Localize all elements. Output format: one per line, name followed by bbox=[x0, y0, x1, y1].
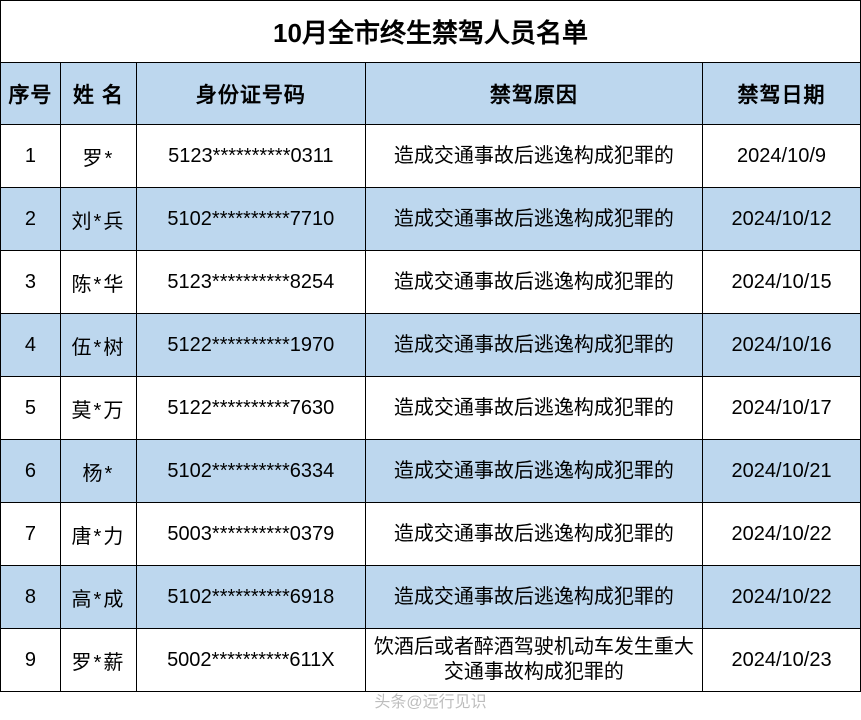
cell-date: 2024/10/23 bbox=[703, 629, 861, 692]
cell-date: 2024/10/9 bbox=[703, 125, 861, 188]
table-row: 3 陈*华 5123**********8254 造成交通事故后逃逸构成犯罪的 … bbox=[1, 251, 861, 314]
cell-seq: 9 bbox=[1, 629, 61, 692]
table-row: 9 罗*薪 5002**********611X 饮酒后或者醉酒驾驶机动车发生重… bbox=[1, 629, 861, 692]
cell-reason: 造成交通事故后逃逸构成犯罪的 bbox=[365, 566, 702, 629]
cell-date: 2024/10/21 bbox=[703, 440, 861, 503]
cell-reason: 造成交通事故后逃逸构成犯罪的 bbox=[365, 377, 702, 440]
col-header-name: 姓 名 bbox=[60, 63, 136, 125]
cell-id: 5123**********8254 bbox=[137, 251, 366, 314]
table-row: 4 伍*树 5122**********1970 造成交通事故后逃逸构成犯罪的 … bbox=[1, 314, 861, 377]
table-row: 1 罗* 5123**********0311 造成交通事故后逃逸构成犯罪的 2… bbox=[1, 125, 861, 188]
cell-reason: 造成交通事故后逃逸构成犯罪的 bbox=[365, 503, 702, 566]
cell-date: 2024/10/16 bbox=[703, 314, 861, 377]
ban-list-table: 10月全市终生禁驾人员名单 序号 姓 名 身份证号码 禁驾原因 禁驾日期 1 罗… bbox=[0, 0, 861, 692]
cell-id: 5123**********0311 bbox=[137, 125, 366, 188]
cell-date: 2024/10/15 bbox=[703, 251, 861, 314]
cell-name: 陈*华 bbox=[60, 251, 136, 314]
cell-seq: 1 bbox=[1, 125, 61, 188]
cell-name: 莫*万 bbox=[60, 377, 136, 440]
header-row: 序号 姓 名 身份证号码 禁驾原因 禁驾日期 bbox=[1, 63, 861, 125]
cell-date: 2024/10/22 bbox=[703, 503, 861, 566]
cell-seq: 2 bbox=[1, 188, 61, 251]
col-header-reason: 禁驾原因 bbox=[365, 63, 702, 125]
table-container: 10月全市终生禁驾人员名单 序号 姓 名 身份证号码 禁驾原因 禁驾日期 1 罗… bbox=[0, 0, 861, 692]
cell-id: 5002**********611X bbox=[137, 629, 366, 692]
cell-name: 罗* bbox=[60, 125, 136, 188]
table-row: 2 刘*兵 5102**********7710 造成交通事故后逃逸构成犯罪的 … bbox=[1, 188, 861, 251]
col-header-seq: 序号 bbox=[1, 63, 61, 125]
table-row: 8 高*成 5102**********6918 造成交通事故后逃逸构成犯罪的 … bbox=[1, 566, 861, 629]
cell-date: 2024/10/17 bbox=[703, 377, 861, 440]
cell-id: 5122**********1970 bbox=[137, 314, 366, 377]
title-row: 10月全市终生禁驾人员名单 bbox=[1, 1, 861, 63]
table-row: 7 唐*力 5003**********0379 造成交通事故后逃逸构成犯罪的 … bbox=[1, 503, 861, 566]
cell-name: 高*成 bbox=[60, 566, 136, 629]
cell-id: 5003**********0379 bbox=[137, 503, 366, 566]
table-row: 5 莫*万 5122**********7630 造成交通事故后逃逸构成犯罪的 … bbox=[1, 377, 861, 440]
cell-id: 5122**********7630 bbox=[137, 377, 366, 440]
cell-date: 2024/10/22 bbox=[703, 566, 861, 629]
cell-seq: 5 bbox=[1, 377, 61, 440]
cell-name: 杨* bbox=[60, 440, 136, 503]
col-header-date: 禁驾日期 bbox=[703, 63, 861, 125]
table-body: 1 罗* 5123**********0311 造成交通事故后逃逸构成犯罪的 2… bbox=[1, 125, 861, 692]
cell-name: 伍*树 bbox=[60, 314, 136, 377]
cell-reason: 造成交通事故后逃逸构成犯罪的 bbox=[365, 251, 702, 314]
cell-seq: 8 bbox=[1, 566, 61, 629]
cell-name: 罗*薪 bbox=[60, 629, 136, 692]
cell-seq: 4 bbox=[1, 314, 61, 377]
cell-name: 唐*力 bbox=[60, 503, 136, 566]
cell-reason: 造成交通事故后逃逸构成犯罪的 bbox=[365, 314, 702, 377]
cell-id: 5102**********7710 bbox=[137, 188, 366, 251]
cell-name: 刘*兵 bbox=[60, 188, 136, 251]
cell-date: 2024/10/12 bbox=[703, 188, 861, 251]
cell-reason: 饮酒后或者醉酒驾驶机动车发生重大交通事故构成犯罪的 bbox=[365, 629, 702, 692]
cell-seq: 6 bbox=[1, 440, 61, 503]
cell-reason: 造成交通事故后逃逸构成犯罪的 bbox=[365, 188, 702, 251]
cell-seq: 7 bbox=[1, 503, 61, 566]
cell-reason: 造成交通事故后逃逸构成犯罪的 bbox=[365, 125, 702, 188]
table-row: 6 杨* 5102**********6334 造成交通事故后逃逸构成犯罪的 2… bbox=[1, 440, 861, 503]
cell-seq: 3 bbox=[1, 251, 61, 314]
cell-id: 5102**********6334 bbox=[137, 440, 366, 503]
col-header-id: 身份证号码 bbox=[137, 63, 366, 125]
page-title: 10月全市终生禁驾人员名单 bbox=[1, 1, 861, 63]
cell-id: 5102**********6918 bbox=[137, 566, 366, 629]
cell-reason: 造成交通事故后逃逸构成犯罪的 bbox=[365, 440, 702, 503]
